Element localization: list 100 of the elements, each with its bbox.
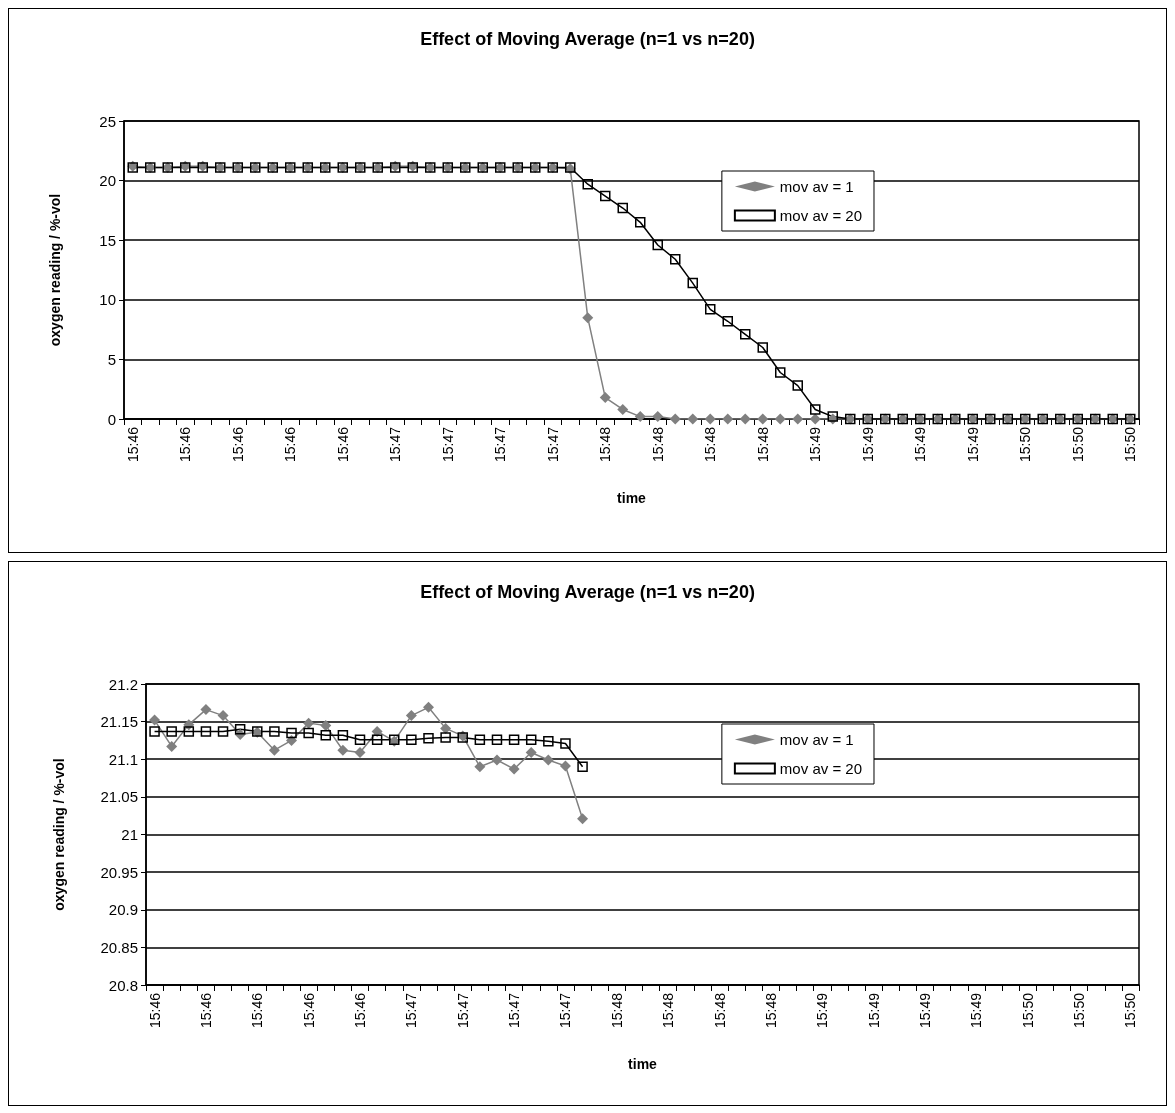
point [652, 411, 664, 423]
point [704, 413, 716, 425]
point [582, 178, 593, 190]
point [669, 413, 681, 425]
point [722, 316, 733, 327]
point [440, 722, 452, 734]
x-tick-label: 15:46 [282, 426, 299, 463]
x-tick-label: 15:46 [229, 426, 246, 463]
x-tick-label: 15:46 [177, 426, 194, 463]
x-tick-label: 15:47 [439, 426, 456, 463]
x-tick-label: 15:50 [1069, 426, 1086, 463]
x-tick-label: 15:48 [608, 992, 625, 1029]
point [422, 701, 434, 713]
point [303, 727, 314, 739]
point [149, 726, 160, 737]
point [286, 734, 298, 746]
point [635, 217, 646, 228]
point [149, 714, 161, 726]
point [320, 729, 332, 741]
x-tick-label: 15:46 [249, 992, 266, 1029]
y-tick-label: 21.2 [108, 675, 138, 693]
y-tick-label: 5 [107, 350, 116, 368]
x-tick-label: 15:48 [597, 426, 614, 463]
point [371, 734, 383, 745]
x-tick-label: 15:48 [762, 992, 779, 1029]
x-tick-label: 15:48 [754, 426, 771, 463]
point [303, 717, 315, 729]
point [577, 761, 588, 773]
x-tick-label: 15:49 [916, 992, 933, 1029]
y-tick-label: 20.95 [100, 863, 138, 881]
point [217, 726, 229, 737]
point [634, 411, 646, 423]
point [268, 744, 280, 756]
point [337, 744, 349, 756]
point [809, 413, 821, 425]
point [792, 380, 803, 391]
x-tick-label: 15:48 [702, 426, 719, 463]
point [337, 729, 349, 741]
x-tick-label: 15:49 [964, 426, 981, 463]
x-tick-label: 15:46 [146, 992, 163, 1029]
point [183, 726, 195, 737]
y-tick-label: 20.8 [108, 976, 138, 994]
point [687, 277, 698, 289]
point [542, 754, 554, 766]
point [810, 404, 821, 415]
chart-title: Effect of Moving Average (n=1 vs n=20) [420, 582, 755, 602]
x-tick-label: 15:50 [1122, 992, 1139, 1029]
legend-label: mov av = 20 [779, 207, 863, 224]
point [739, 413, 751, 425]
x-tick-label: 15:49 [865, 992, 882, 1029]
point [757, 342, 768, 353]
point [577, 813, 589, 825]
y-axis-title: oxygen reading / %-vol [51, 758, 67, 911]
x-tick-label: 15:47 [506, 992, 523, 1029]
point [491, 754, 503, 766]
x-tick-label: 15:47 [387, 426, 404, 463]
x-tick-label: 15:48 [660, 992, 677, 1029]
point [705, 304, 716, 315]
legend-label: mov av = 20 [779, 760, 863, 777]
x-tick-label: 15:47 [492, 426, 509, 463]
point [757, 413, 769, 425]
y-tick-label: 21.1 [108, 750, 138, 768]
x-tick-label: 15:46 [352, 992, 369, 1029]
x-tick-label: 15:50 [1019, 992, 1036, 1029]
x-tick-label: 15:48 [711, 992, 728, 1029]
x-tick-label: 15:46 [197, 992, 214, 1029]
point [320, 719, 332, 731]
point [774, 413, 786, 425]
x-tick-label: 15:47 [557, 992, 574, 1029]
point [792, 413, 804, 425]
point [600, 190, 611, 202]
x-tick-label: 15:46 [124, 426, 141, 463]
point [508, 763, 520, 775]
point [474, 734, 486, 745]
point [599, 392, 611, 404]
point [354, 746, 366, 758]
point [269, 726, 280, 737]
x-tick-label: 15:49 [814, 992, 831, 1029]
x-tick-label: 15:49 [912, 426, 929, 463]
point [200, 704, 212, 716]
point [286, 727, 297, 739]
y-tick-label: 21.15 [100, 713, 138, 731]
point [491, 734, 503, 745]
point [166, 726, 177, 737]
point [200, 726, 212, 737]
point [652, 239, 663, 251]
y-tick-label: 21.05 [100, 788, 138, 806]
x-tick-label: 15:46 [334, 426, 351, 463]
x-axis-title: time [628, 1056, 658, 1072]
point [474, 761, 486, 773]
point [525, 746, 537, 758]
point [508, 734, 520, 745]
y-tick-label: 20 [99, 172, 116, 190]
y-tick-label: 0 [107, 410, 116, 428]
point [560, 738, 571, 749]
legend-label: mov av = 1 [779, 178, 854, 195]
legend-label: mov av = 1 [779, 731, 854, 748]
x-tick-label: 15:47 [454, 992, 471, 1029]
x-tick-label: 15:50 [1071, 992, 1088, 1029]
y-tick-label: 25 [99, 112, 116, 130]
